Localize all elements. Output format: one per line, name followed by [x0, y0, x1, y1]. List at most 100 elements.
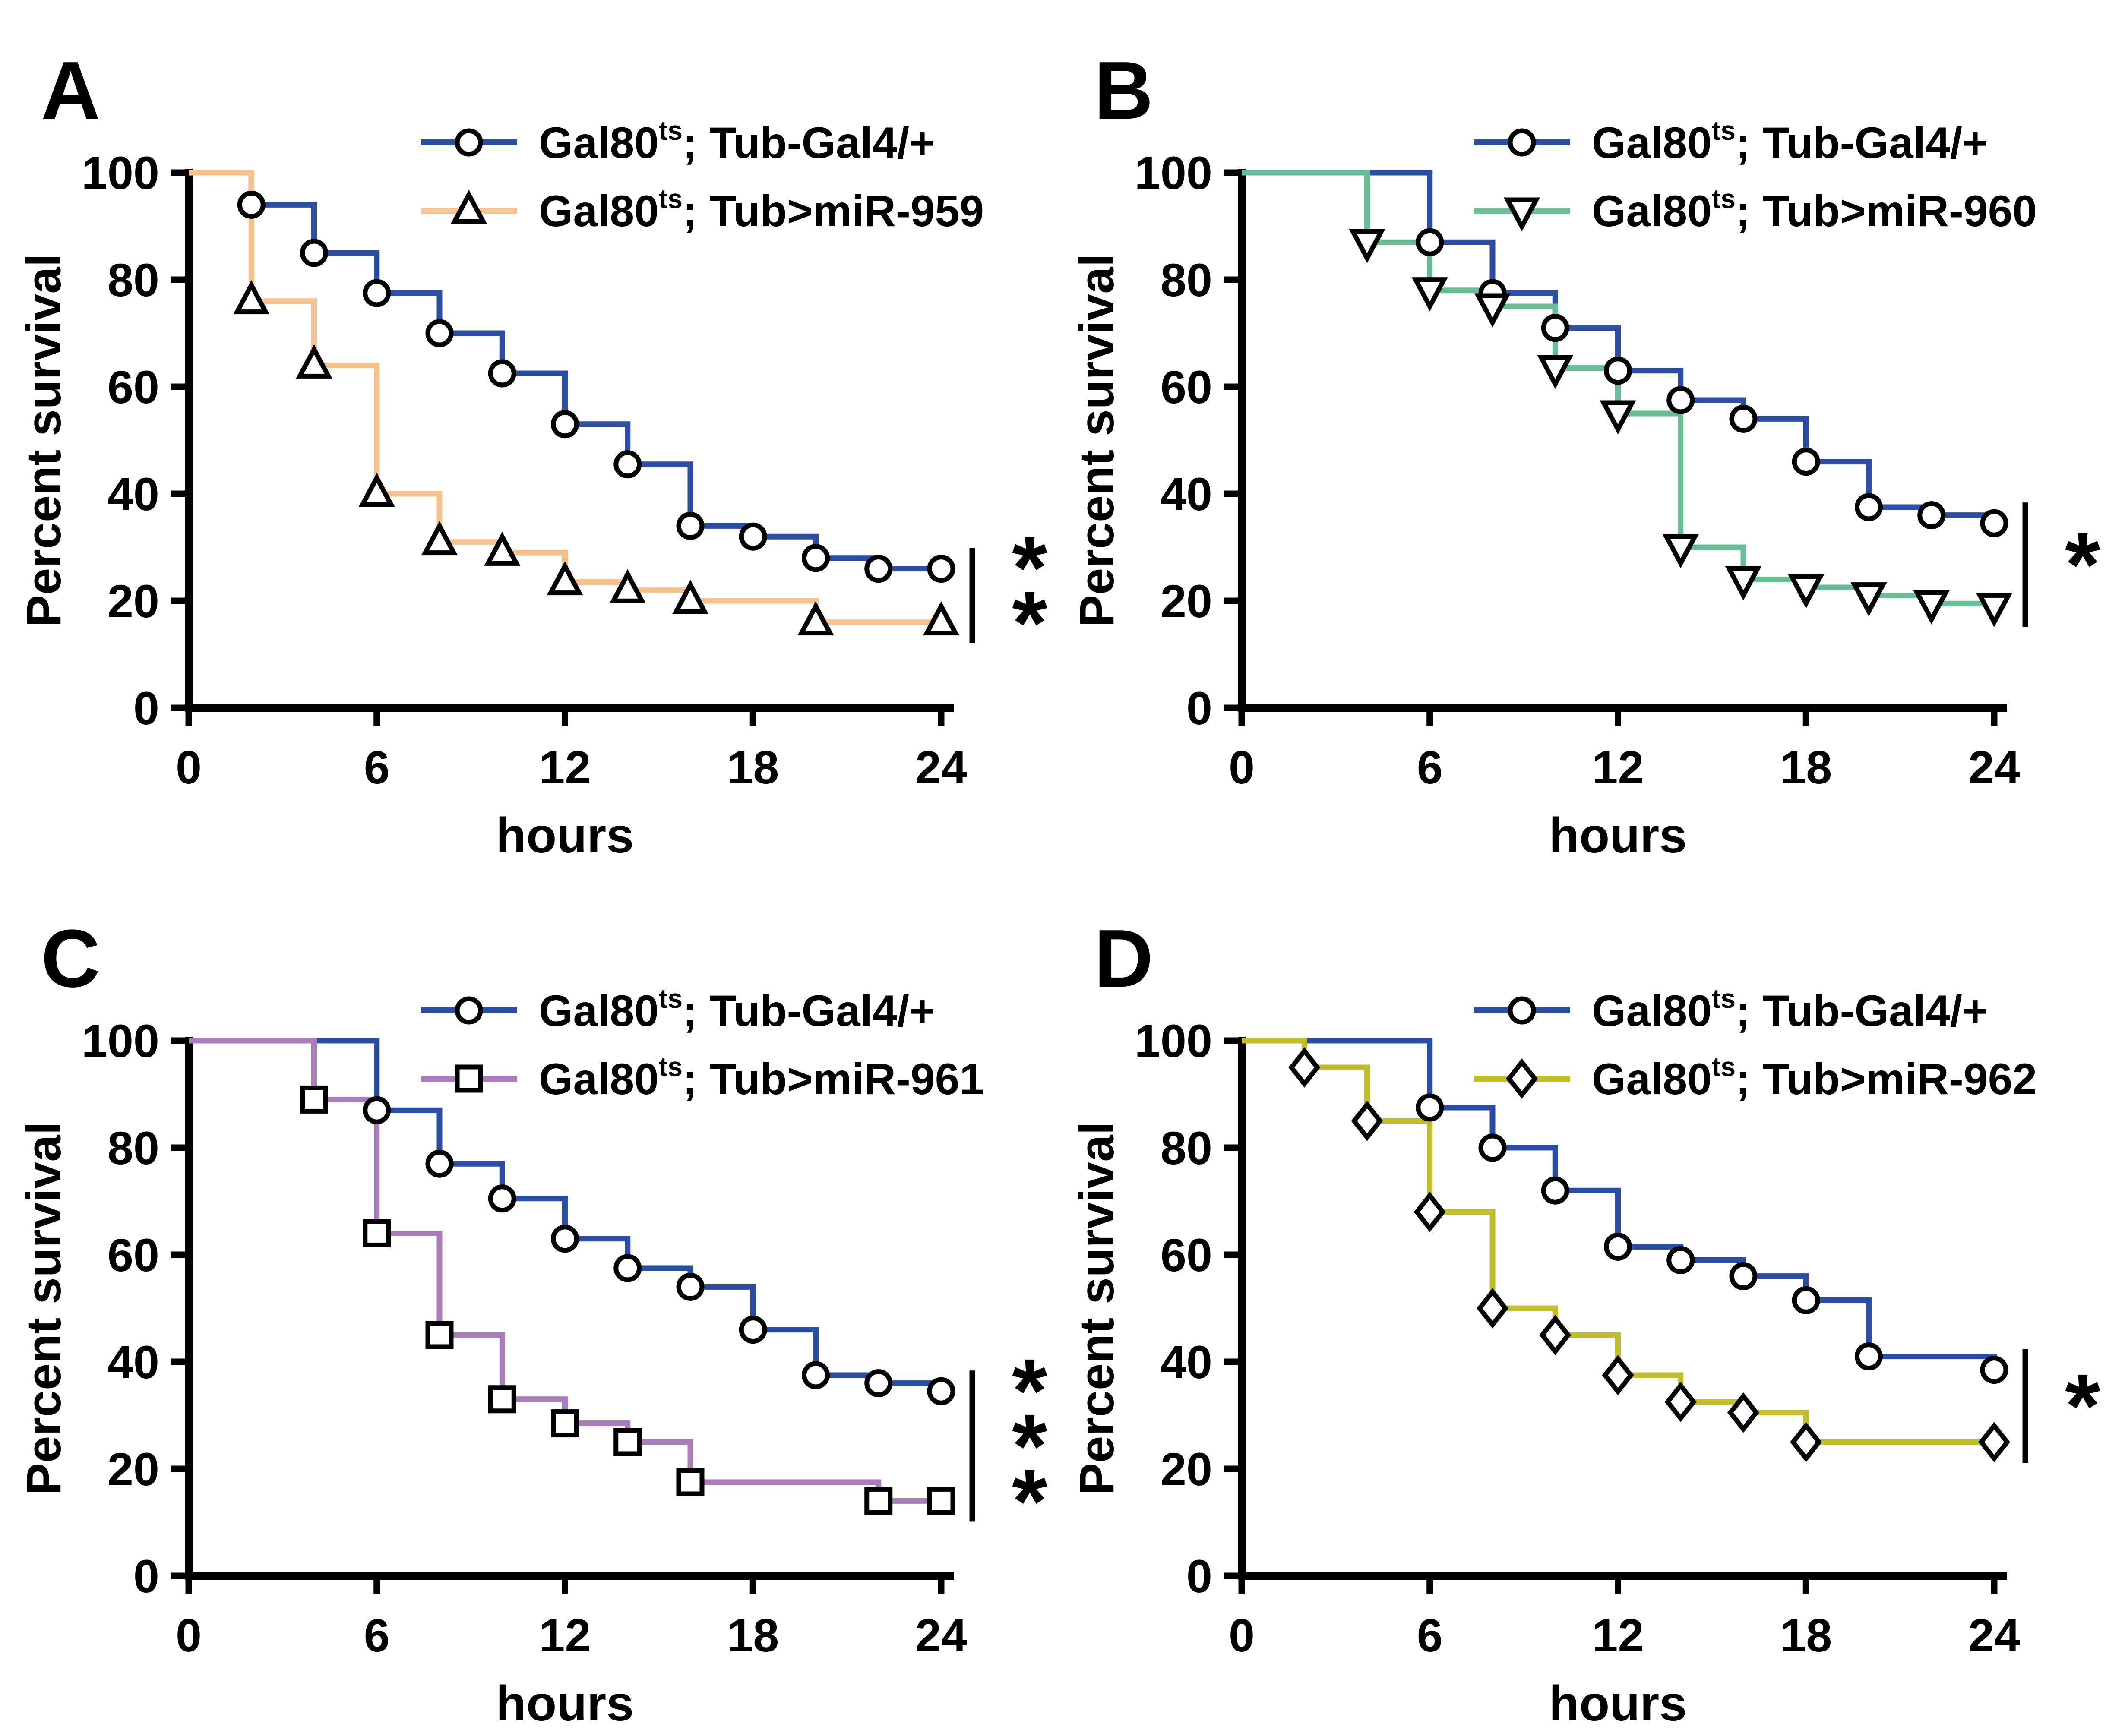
triangle-down-marker-legend	[1503, 197, 1540, 232]
legend-label: Gal80ts; Tub-Gal4/+	[1592, 984, 1988, 1035]
legend-label: Gal80ts; Tub>miR-962	[1592, 1052, 2037, 1104]
circle-marker	[488, 359, 516, 388]
x-tick-label: 6	[1417, 1609, 1443, 1661]
circle-marker-legend	[455, 996, 483, 1025]
square-marker	[300, 1085, 328, 1114]
triangle-down-marker	[1600, 400, 1636, 435]
legend-item-control: Gal80ts; Tub-Gal4/+	[421, 984, 935, 1035]
circle-marker	[864, 555, 893, 583]
x-tick-label: 6	[364, 1609, 390, 1661]
diamond-marker	[1727, 1392, 1760, 1433]
triangle-up-marker	[672, 580, 709, 614]
circle-marker	[300, 239, 328, 267]
significance-asterisk: *	[1012, 1340, 1047, 1441]
circle-marker	[363, 279, 391, 307]
circle-marker-legend	[455, 128, 483, 157]
circle-marker	[1604, 1232, 1632, 1261]
circle-marker	[1604, 357, 1632, 385]
significance-asterisk: *	[1012, 1450, 1047, 1552]
y-axis-label: Percent survival	[1070, 253, 1124, 627]
legend-item-experimental: Gal80ts; Tub>miR-961	[421, 1052, 984, 1104]
y-axis-label: Percent survival	[17, 1121, 71, 1495]
legend-label: Gal80ts; Tub-Gal4/+	[539, 984, 935, 1035]
circle-marker	[1729, 1262, 1758, 1291]
legend-label: Gal80ts; Tub-Gal4/+	[1592, 116, 1988, 167]
circle-marker	[1980, 509, 2008, 537]
triangle-up-marker-legend	[450, 189, 487, 224]
circle-marker	[1478, 1133, 1507, 1162]
circle-marker	[1541, 1176, 1569, 1205]
significance-asterisk: *	[2065, 1355, 2100, 1456]
circle-marker	[676, 511, 705, 540]
x-tick-label: 12	[1592, 741, 1644, 793]
triangle-down-marker	[1788, 574, 1825, 609]
triangle-up-marker	[923, 601, 960, 636]
x-axis-label: hours	[1549, 1676, 1687, 1731]
x-tick-label: 6	[1417, 741, 1443, 793]
circle-marker	[551, 410, 579, 439]
square-marker	[488, 1385, 516, 1414]
y-tick-label: 20	[1161, 575, 1212, 627]
x-tick-label: 0	[1229, 741, 1255, 793]
circle-marker	[802, 1361, 830, 1389]
y-tick-label: 60	[108, 1229, 159, 1281]
triangle-up-marker	[797, 601, 834, 636]
y-tick-label: 40	[1161, 1336, 1212, 1388]
x-tick-label: 18	[1780, 741, 1832, 793]
y-tick-label: 100	[82, 147, 159, 199]
significance-asterisk: *	[1012, 572, 1047, 674]
square-marker-legend	[455, 1064, 483, 1093]
axes: 0 6 12 18 24 0 20 40 60 80 100	[82, 1015, 967, 1661]
panel-a: A Percent survival hours 0 6 12 18 24 0 20 40 60 80 1…	[0, 0, 1053, 868]
y-tick-label: 60	[1161, 1229, 1212, 1281]
circle-marker	[1855, 493, 1883, 521]
panel-label: C	[41, 913, 100, 1004]
experimental-markers	[233, 280, 960, 636]
square-marker	[551, 1409, 579, 1438]
y-tick-label: 20	[108, 575, 159, 627]
x-tick-label: 12	[539, 741, 591, 793]
legend-item-experimental: Gal80ts; Tub>miR-962	[1474, 1052, 2037, 1104]
triangle-down-marker	[1725, 566, 1762, 601]
y-tick-label: 20	[108, 1443, 159, 1495]
square-marker	[613, 1428, 642, 1456]
diamond-marker	[1602, 1355, 1634, 1395]
control-markers	[1416, 1093, 2008, 1384]
square-marker	[927, 1487, 955, 1515]
x-tick-label: 24	[1968, 1609, 2020, 1661]
legend: Gal80ts; Tub-Gal4/+ Gal80ts; Tub>miR-960	[1474, 116, 2037, 236]
diamond-marker	[1790, 1422, 1822, 1462]
axes: 0 6 12 18 24 0 20 40 60 80 100	[82, 147, 967, 793]
triangle-up-marker	[358, 473, 395, 507]
significance-annotation: ***	[969, 1340, 1047, 1552]
y-tick-label: 0	[1186, 682, 1212, 734]
triangle-down-marker	[1913, 590, 1950, 625]
square-marker	[425, 1321, 454, 1349]
triangle-down-marker	[1349, 229, 1385, 263]
circle-marker	[237, 190, 266, 219]
diamond-marker	[1288, 1047, 1321, 1088]
triangle-up-marker	[484, 531, 521, 566]
diamond-marker	[1978, 1422, 2011, 1462]
significance-annotation: *	[2022, 1349, 2100, 1463]
legend: Gal80ts; Tub-Gal4/+ Gal80ts; Tub>miR-961	[421, 984, 984, 1104]
circle-marker	[613, 1254, 642, 1282]
experimental-markers	[1349, 229, 2013, 628]
circle-marker	[864, 1369, 893, 1398]
triangle-down-marker	[1474, 293, 1511, 328]
x-tick-label: 6	[364, 741, 390, 793]
x-tick-label: 0	[176, 741, 202, 793]
diamond-marker	[1664, 1382, 1697, 1422]
y-tick-label: 80	[108, 1122, 159, 1174]
control-markers	[237, 190, 955, 583]
control-markers	[1416, 228, 2008, 537]
legend-label: Gal80ts; Tub>miR-961	[539, 1052, 984, 1104]
legend: Gal80ts; Tub-Gal4/+ Gal80ts; Tub>miR-959	[421, 116, 984, 236]
diamond-marker	[1413, 1191, 1446, 1232]
x-tick-label: 18	[727, 741, 779, 793]
x-tick-label: 12	[1592, 1609, 1644, 1661]
circle-marker	[927, 555, 955, 583]
significance-asterisk: *	[2065, 514, 2100, 615]
panel-b: B Percent survival hours 0 6 12 18 24 0 20 40 60 80 1…	[1053, 0, 2106, 868]
panel-label: B	[1094, 45, 1153, 136]
